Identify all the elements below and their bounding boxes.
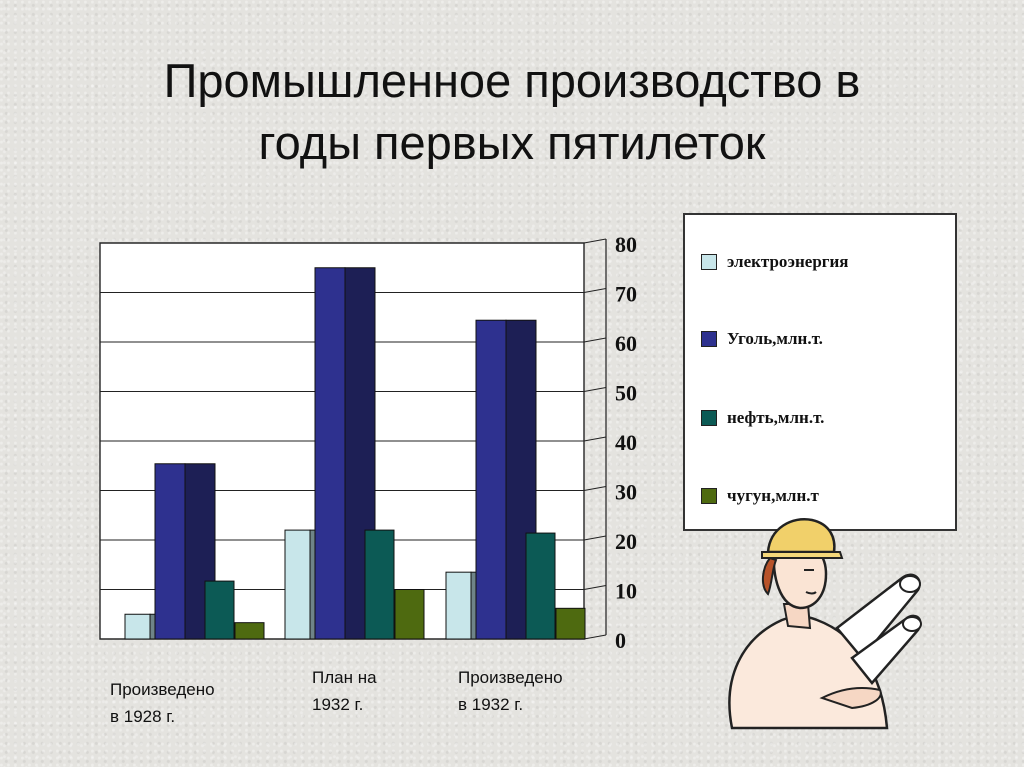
y-tick bbox=[583, 238, 607, 244]
y-tick-label: 70 bbox=[615, 282, 637, 307]
y-tick bbox=[583, 387, 607, 392]
bar-pig-iron-1 bbox=[394, 589, 425, 640]
bar-oil-0 bbox=[204, 580, 235, 640]
legend-swatch-pig-iron bbox=[701, 488, 717, 504]
category-label-plan-1932: План на 1932 г. bbox=[312, 668, 377, 714]
y-tick bbox=[583, 337, 607, 343]
legend-item-oil: нефть,млн.т. bbox=[701, 408, 824, 428]
legend-label-oil: нефть,млн.т. bbox=[727, 408, 825, 427]
title-line-1: Промышленное производство в bbox=[163, 54, 861, 107]
bar-pig-iron-2 bbox=[555, 607, 586, 640]
bar-coal-0 bbox=[154, 463, 186, 640]
title-line-2: годы первых пятилеток bbox=[258, 116, 766, 169]
bar-oil-2 bbox=[525, 532, 556, 640]
category-label-1928: Произведено в 1928 г. bbox=[110, 680, 215, 726]
bar-electricity-0 bbox=[124, 613, 151, 640]
legend-swatch-coal bbox=[701, 331, 717, 347]
y-tick-label: 60 bbox=[615, 331, 637, 356]
bar-coal-1 bbox=[314, 267, 346, 640]
engineer-clipart-icon bbox=[728, 518, 922, 730]
chart-legend: электроэнергия Уголь,млн.т. нефть,млн.т.… bbox=[683, 213, 957, 531]
y-tick-label: 0 bbox=[615, 628, 626, 653]
y-tick bbox=[583, 535, 607, 541]
legend-label-electricity: электроэнергия bbox=[727, 252, 849, 271]
legend-swatch-electricity bbox=[701, 254, 717, 270]
category-label-1932: Произведено в 1932 г. bbox=[458, 668, 563, 714]
y-tick-label: 40 bbox=[615, 430, 637, 455]
y-tick-label: 50 bbox=[615, 381, 637, 406]
legend-label-pig-iron: чугун,млн.т bbox=[727, 486, 819, 505]
legend-item-coal: Уголь,млн.т. bbox=[701, 329, 823, 349]
legend-label-coal: Уголь,млн.т. bbox=[727, 329, 823, 348]
bar-coal-2 bbox=[475, 319, 507, 640]
legend-item-pig-iron: чугун,млн.т bbox=[701, 486, 819, 506]
y-tick bbox=[583, 436, 607, 442]
slide-title: Промышленное производство в годы первых … bbox=[0, 50, 1024, 174]
bar-pig-iron-0 bbox=[234, 622, 265, 640]
y-tick bbox=[583, 288, 607, 293]
y-tick-label: 80 bbox=[615, 232, 637, 257]
legend-item-electricity: электроэнергия bbox=[701, 252, 849, 272]
y-tick bbox=[583, 585, 607, 590]
bar-electricity-1 bbox=[284, 529, 311, 640]
bar-electricity-2 bbox=[445, 571, 472, 640]
bar-oil-1 bbox=[364, 529, 395, 640]
y-tick-label: 20 bbox=[615, 529, 637, 554]
y-tick bbox=[583, 486, 607, 491]
y-tick-label: 30 bbox=[615, 480, 637, 505]
y-tick-label: 10 bbox=[615, 579, 637, 604]
y-tick bbox=[583, 634, 607, 640]
legend-swatch-oil bbox=[701, 410, 717, 426]
